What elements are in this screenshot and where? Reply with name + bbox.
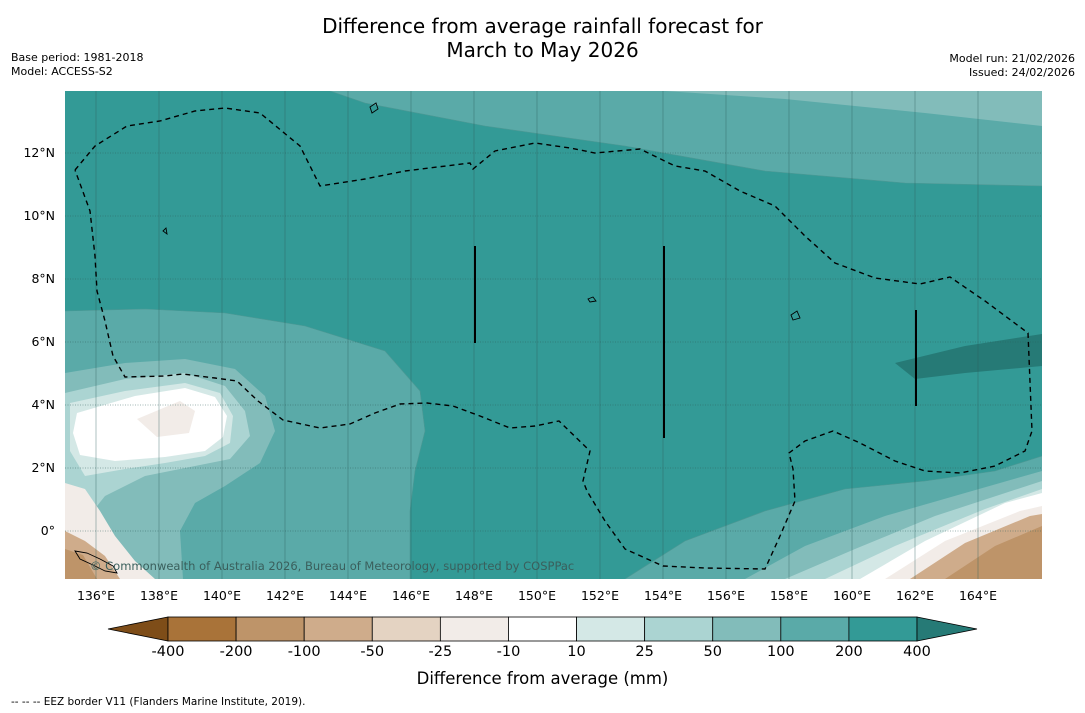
lon-label: 162°E bbox=[895, 588, 934, 603]
colorbar-arrow-low bbox=[107, 616, 169, 642]
islands bbox=[74, 102, 801, 574]
eez-footnote: -- -- -- EEZ border V11 (Flanders Marine… bbox=[11, 696, 306, 708]
model-run: Model run: 21/02/2026 bbox=[949, 52, 1075, 65]
colorbar-tick-label: -400 bbox=[151, 644, 185, 660]
lat-label: 6°N bbox=[31, 334, 55, 349]
lat-label: 12°N bbox=[23, 145, 55, 160]
meta-left: Base period: 1981-2018 Model: ACCESS-S2 bbox=[11, 51, 143, 79]
graticule bbox=[95, 91, 979, 579]
map-title: Difference from average rainfall forecas… bbox=[0, 14, 1085, 62]
colorbar-cell bbox=[848, 616, 918, 642]
lon-label: 142°E bbox=[265, 588, 304, 603]
lat-label: 0° bbox=[40, 523, 55, 538]
contour-edges bbox=[65, 91, 1042, 579]
colorbar-tick-label: 10 bbox=[567, 644, 586, 660]
lat-label: 8°N bbox=[31, 271, 55, 286]
band-dry-sw-strong bbox=[65, 549, 97, 579]
lon-label: 144°E bbox=[328, 588, 367, 603]
map-svg: © Commonwealth of Australia 2026, Bureau… bbox=[65, 91, 1042, 579]
colorbar-label: Difference from average (mm) bbox=[416, 669, 669, 688]
lon-label: 152°E bbox=[580, 588, 619, 603]
base-period: Base period: 1981-2018 bbox=[11, 51, 144, 64]
copyright-watermark: © Commonwealth of Australia 2026, Bureau… bbox=[90, 559, 574, 573]
lon-label: 154°E bbox=[643, 588, 682, 603]
lon-label: 158°E bbox=[769, 588, 808, 603]
title-line-1: Difference from average rainfall forecas… bbox=[322, 14, 763, 38]
colorbar-cell bbox=[235, 616, 305, 642]
band-100-200-north bbox=[330, 91, 1042, 186]
colorbar-tick-label: 50 bbox=[703, 644, 722, 660]
colorbar-cell bbox=[439, 616, 509, 642]
band-dry-light-west bbox=[137, 401, 195, 437]
colorbar-tick-label: 100 bbox=[766, 644, 795, 660]
lon-label: 150°E bbox=[517, 588, 556, 603]
colorbar-tick-label: 200 bbox=[835, 644, 863, 660]
lon-label: 148°E bbox=[454, 588, 493, 603]
band-50-100-north bbox=[665, 91, 1042, 126]
colorbar-cell bbox=[508, 616, 577, 642]
band-dry-strong-se bbox=[945, 526, 1042, 579]
colorbar-tick-label: 400 bbox=[903, 644, 931, 660]
lat-label: 2°N bbox=[31, 460, 55, 475]
colorbar-cell bbox=[780, 616, 850, 642]
model-name: Model: ACCESS-S2 bbox=[11, 65, 113, 78]
lat-label: 4°N bbox=[31, 397, 55, 412]
colorbar-cell bbox=[303, 616, 373, 642]
island-lines bbox=[474, 246, 917, 438]
band-400-east bbox=[895, 334, 1042, 379]
latitude-lines bbox=[65, 152, 1042, 532]
lon-label: 146°E bbox=[391, 588, 430, 603]
lon-label: 138°E bbox=[139, 588, 178, 603]
eez-border bbox=[74, 107, 1033, 570]
map-panel: © Commonwealth of Australia 2026, Bureau… bbox=[65, 91, 1042, 579]
colorbar-cell bbox=[167, 616, 237, 642]
colorbar-tick-label: -10 bbox=[496, 644, 521, 660]
colorbar-tick-label: -50 bbox=[360, 644, 385, 660]
colorbar-arrow-high bbox=[916, 616, 978, 642]
colorbar-tick-label: -200 bbox=[219, 644, 253, 660]
colorbar-cell bbox=[576, 616, 646, 642]
lon-label: 136°E bbox=[76, 588, 115, 603]
lon-label: 160°E bbox=[832, 588, 871, 603]
lat-label: 10°N bbox=[23, 208, 55, 223]
colorbar-cell bbox=[644, 616, 714, 642]
colorbar-tick-label: 25 bbox=[635, 644, 654, 660]
colorbar-tick-label: -100 bbox=[287, 644, 321, 660]
colorbar-cell bbox=[371, 616, 441, 642]
lon-label: 140°E bbox=[202, 588, 241, 603]
colorbar-tick-label: -25 bbox=[428, 644, 453, 660]
issued-date: Issued: 24/02/2026 bbox=[968, 66, 1075, 79]
lon-label: 156°E bbox=[706, 588, 745, 603]
colorbar-cell bbox=[712, 616, 782, 642]
meta-right: Model run: 21/02/2026 Issued: 24/02/2026 bbox=[949, 52, 1075, 80]
lon-label: 164°E bbox=[958, 588, 997, 603]
title-line-2: March to May 2026 bbox=[446, 38, 639, 62]
